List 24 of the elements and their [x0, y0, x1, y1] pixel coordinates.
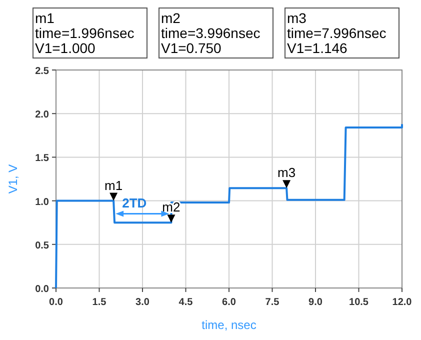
- x-axis-title: time, nsec: [202, 318, 256, 332]
- annotation: m1: [104, 178, 123, 193]
- x-tick-label: 0.0: [49, 297, 64, 308]
- y-axis-title: V1, V: [6, 164, 20, 194]
- y-tick-label: 2.0: [35, 110, 50, 121]
- y-tick-label: 1.5: [35, 153, 50, 164]
- text: m2 time=3.996nsec V1=0.750: [161, 10, 260, 56]
- x-tick-label: 7.5: [265, 297, 280, 308]
- annotation: m3: [278, 165, 296, 180]
- x-tick-label: 3.0: [136, 297, 150, 308]
- x-tick-label: 12.0: [392, 297, 412, 308]
- text: m3 time=7.996nsec V1=1.146: [287, 10, 386, 56]
- y-tick-label: 0.0: [35, 284, 50, 295]
- y-tick-label: 1.0: [35, 196, 50, 208]
- y-tick-label: 0.5: [35, 240, 50, 252]
- y-tick-label: 2.5: [35, 66, 50, 77]
- x-tick-label: 6.0: [222, 297, 236, 308]
- x-tick-label: 10.5: [349, 297, 369, 308]
- x-tick-label: 9.0: [308, 297, 323, 308]
- text: m1 time=1.996nsec V1=1.000: [35, 10, 134, 56]
- annotation: 2TD: [122, 196, 147, 211]
- x-tick-label: 1.5: [92, 297, 107, 308]
- x-tick-label: 4.5: [178, 297, 194, 308]
- line-series: [55, 123, 403, 289]
